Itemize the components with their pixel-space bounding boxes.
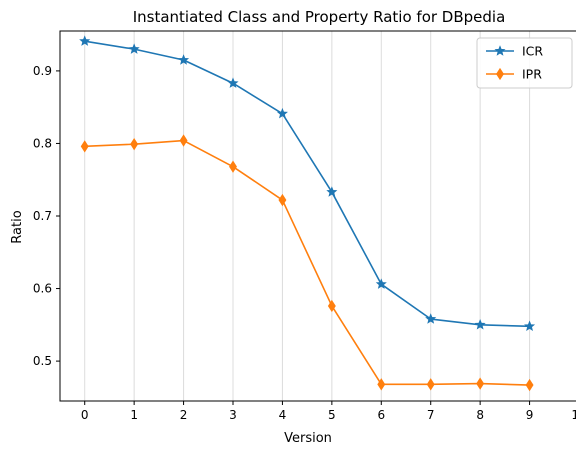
data-point-ipr-2: [179, 134, 188, 147]
data-point-ipr-4: [278, 193, 287, 207]
x-tick-label-8: 8: [476, 408, 484, 422]
data-point-ipr-5: [327, 299, 336, 313]
x-axis-label: Version: [284, 431, 332, 446]
data-point-icr-8: [474, 319, 486, 330]
x-tick-label-4: 4: [279, 408, 287, 422]
data-point-icr-6: [375, 278, 387, 289]
data-point-icr-0: [79, 35, 91, 46]
x-tick-label-7: 7: [427, 408, 435, 422]
data-point-ipr-8: [476, 377, 485, 390]
data-point-icr-1: [128, 43, 140, 54]
y-tick-label-0: 0.5: [33, 354, 52, 368]
series-line-ipr: [84, 139, 530, 386]
data-point-icr-9: [524, 320, 536, 331]
data-point-icr-7: [425, 313, 437, 324]
x-tick-label-6: 6: [377, 408, 385, 422]
x-axis-ticks: 0 1 2 3 4 5 6 7 8 9 10: [81, 401, 576, 422]
x-tick-label-1: 1: [130, 408, 138, 422]
x-tick-label-9: 9: [526, 408, 534, 422]
series-layer: [79, 35, 536, 392]
x-tick-label-2: 2: [180, 408, 188, 422]
y-axis-ticks: 0.5 0.6 0.7 0.8 0.9: [33, 64, 60, 368]
data-point-ipr-6: [377, 378, 386, 391]
data-point-ipr-0: [80, 140, 89, 153]
series-icr: [79, 35, 536, 331]
series-ipr: [80, 134, 534, 392]
legend-marker-ipr: [496, 67, 504, 81]
legend: ICR IPR: [476, 37, 573, 89]
data-point-ipr-3: [229, 160, 237, 173]
data-point-ipr-7: [426, 378, 435, 391]
grid-layer: [84, 31, 531, 401]
legend-marker-icr: [494, 45, 506, 56]
data-point-icr-5: [326, 186, 338, 197]
y-axis-label: Ratio: [10, 210, 25, 243]
y-tick-label-3: 0.8: [33, 136, 52, 150]
series-line-icr: [84, 40, 530, 328]
y-tick-label-4: 0.9: [33, 64, 52, 78]
x-tick-label-0: 0: [81, 408, 89, 422]
x-tick-label-5: 5: [328, 408, 336, 422]
data-point-ipr-1: [130, 138, 139, 151]
chart-title: Instantiated Class and Property Ratio fo…: [133, 8, 506, 26]
x-tick-label-10: 10: [571, 408, 576, 422]
data-point-ipr-9: [525, 378, 534, 392]
data-point-icr-4: [276, 107, 288, 119]
legend-label-ipr: IPR: [522, 67, 542, 82]
x-tick-label-3: 3: [229, 408, 237, 422]
y-tick-label-2: 0.7: [33, 209, 52, 223]
data-point-icr-3: [227, 77, 239, 88]
legend-label-icr: ICR: [522, 44, 543, 59]
y-tick-label-1: 0.6: [33, 282, 52, 296]
data-point-icr-2: [178, 54, 190, 65]
